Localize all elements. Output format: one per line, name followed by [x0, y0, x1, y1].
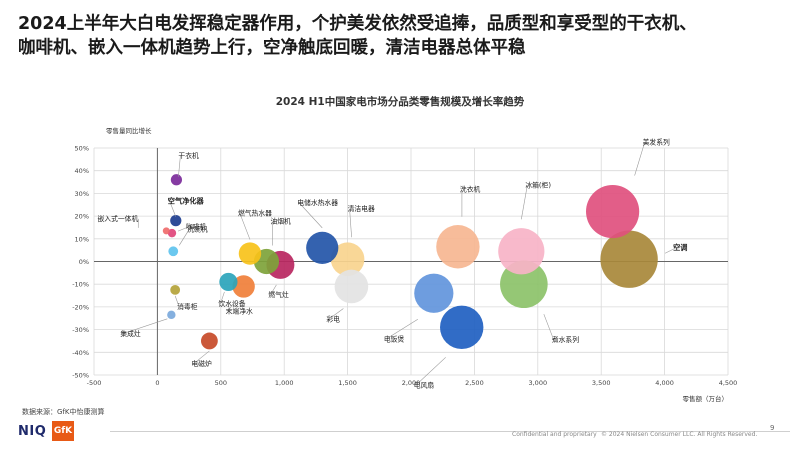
headline-line-1: 2024上半年大白电发挥稳定器作用，个护美发依然受追捧，品质型和享受型的干衣机、	[18, 14, 697, 34]
bubble-label: 咖啡机	[186, 222, 207, 231]
leader-line	[227, 300, 236, 312]
bubble-label: 末端净水	[226, 306, 253, 315]
x-axis-title: 零售额（万台）	[683, 394, 729, 403]
y-tick-label: 50%	[75, 145, 89, 153]
x-tick-label: 3,000	[528, 379, 547, 387]
bubble-label: 洗衣机	[460, 185, 481, 194]
x-tick-label: 3,500	[592, 379, 611, 387]
bubble-label: 空气净化器	[168, 197, 205, 206]
leader-line	[239, 213, 251, 240]
leader-line	[122, 318, 168, 335]
footer-divider	[110, 431, 790, 432]
x-tick-label: 4,500	[719, 379, 738, 387]
y-tick-label: -40%	[72, 349, 89, 357]
bubble	[440, 305, 484, 350]
leader-line	[299, 202, 323, 229]
bubble	[219, 272, 238, 292]
bubble-label: 油烟机	[270, 217, 291, 226]
leader-line	[328, 308, 344, 320]
bubble-label: 彩电	[326, 314, 340, 323]
bubble-label: 消毒柜	[177, 302, 198, 311]
bubble-label: 饮水设备	[218, 299, 245, 308]
x-tick-label: 1,500	[338, 379, 357, 387]
y-axis-title: 零售量同比增长	[106, 126, 152, 135]
x-tick-label: 2,000	[402, 379, 421, 387]
leader-line	[415, 357, 446, 386]
bubble-label: 集成灶	[120, 329, 141, 338]
bubble	[168, 246, 179, 257]
bubble	[200, 332, 218, 350]
bubble	[167, 228, 177, 238]
leader-line	[385, 319, 418, 340]
bubble-label: 燃气灶	[268, 290, 289, 299]
copyright-note: © 2024 Nielsen Consumer LLC. All Rights …	[601, 431, 758, 438]
page-number: 9	[770, 424, 775, 432]
leader-line	[178, 155, 181, 177]
niq-logo: NIQ	[18, 424, 47, 439]
page-headline: 2024上半年大白电发挥稳定器作用，个护美发依然受追捧，品质型和享受型的干衣机、…	[18, 12, 788, 60]
bubble	[600, 230, 658, 288]
bubble	[586, 184, 640, 239]
bubble-label: 美发系列	[643, 138, 670, 147]
bubble	[306, 231, 339, 264]
bubble	[162, 227, 170, 235]
chart-title: 2024 H1中国家电市场分品类零售规模及增长率趋势	[275, 96, 525, 108]
bubble-label: 电风扇	[414, 380, 435, 389]
x-tick-label: 2,500	[465, 379, 484, 387]
bubble-label: 空调	[673, 243, 687, 252]
leader-line	[178, 229, 190, 246]
bubble-label: 电饭煲	[384, 334, 405, 343]
bubble	[170, 284, 181, 295]
y-tick-label: 10%	[75, 235, 89, 243]
gfk-logo: GfK	[52, 421, 74, 441]
leader-line	[521, 185, 528, 220]
leader-line	[174, 295, 180, 307]
bubble	[414, 273, 454, 313]
leader-line	[220, 291, 225, 305]
bubble-label: 电磁炉	[191, 359, 212, 368]
x-tick-label: -500	[87, 379, 102, 387]
headline-line-2: 咖啡机、嵌入一体机趋势上行，空净触底回暖，清洁电器总体平稳	[18, 38, 526, 58]
bubble-label: 电储水热水器	[297, 198, 338, 207]
leader-line	[543, 314, 555, 341]
bubble-label: 燃气热水器	[238, 209, 272, 218]
leader-line	[270, 284, 277, 296]
x-tick-label: 0	[155, 379, 159, 387]
bubble-label: 洗碗机	[187, 224, 208, 233]
bubble	[167, 310, 176, 320]
leader-line	[664, 247, 676, 254]
y-tick-label: 40%	[75, 167, 89, 175]
bubble-label: 冰箱(柜)	[525, 180, 551, 189]
y-tick-label: -50%	[72, 372, 89, 380]
bubble-label: 嵌入式一体机	[97, 214, 138, 223]
leader-line	[634, 142, 645, 176]
bubble-label: 干衣机	[178, 151, 199, 160]
bubble	[330, 242, 365, 277]
x-tick-label: 4,000	[655, 379, 674, 387]
leader-line	[193, 350, 210, 365]
y-tick-label: -10%	[72, 281, 89, 289]
bubble	[238, 242, 262, 265]
leader-line	[177, 226, 189, 232]
bubble	[170, 215, 182, 227]
x-tick-label: 500	[215, 379, 227, 387]
bubble	[232, 275, 255, 298]
leader-line	[169, 201, 177, 217]
y-tick-label: -30%	[72, 326, 89, 334]
bubble-label: 煮水系列	[552, 335, 579, 344]
bubble	[498, 228, 545, 275]
bubble	[436, 225, 480, 269]
y-tick-label: -20%	[72, 303, 89, 311]
y-tick-label: 0%	[79, 258, 89, 266]
y-tick-label: 20%	[75, 213, 89, 221]
x-tick-label: 1,000	[275, 379, 294, 387]
y-tick-label: 30%	[75, 190, 89, 198]
confidential-note: Confidential and proprietary	[512, 431, 597, 438]
bubble	[334, 269, 369, 304]
bubble	[170, 174, 183, 186]
bubble-label: 清洁电器	[348, 204, 375, 213]
data-source-note: 数据来源：GfK中怡康测算	[22, 408, 105, 416]
leader-line	[349, 209, 352, 238]
